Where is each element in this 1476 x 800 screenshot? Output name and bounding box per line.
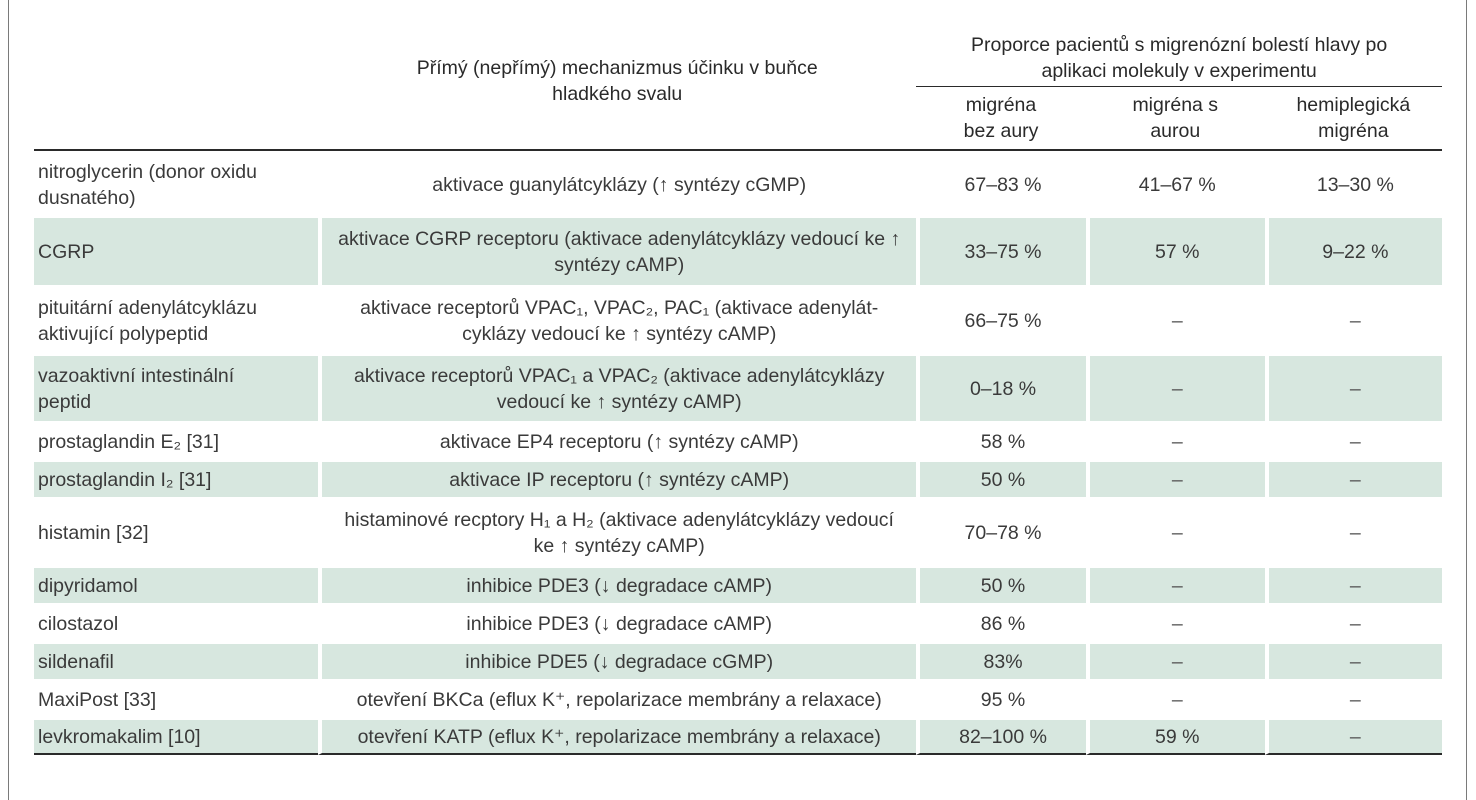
cell-with-aura: – <box>1085 353 1265 421</box>
cell-hemiplegic: – <box>1264 679 1442 717</box>
cell-with-aura: – <box>1085 565 1265 603</box>
table-row: prostaglandin I₂ [31] aktivace IP recept… <box>34 459 1442 497</box>
cell-hemiplegic: – <box>1264 565 1442 603</box>
cell-without-aura: 50 % <box>916 459 1086 497</box>
cell-without-aura: 58 % <box>916 421 1086 459</box>
cell-hemiplegic: – <box>1264 353 1442 421</box>
cell-substance: prostaglandin E₂ [31] <box>34 421 319 459</box>
cell-mechanism: aktivace CGRP receptoru (aktivace adenyl… <box>318 215 917 285</box>
cell-hemiplegic: – <box>1264 603 1442 641</box>
cell-mechanism: aktivace IP receptoru (↑ syntézy cAMP) <box>318 459 917 497</box>
cell-without-aura: 66–75 % <box>916 285 1086 353</box>
table-row: dipyridamol inhibice PDE3 (↓ degradace c… <box>34 565 1442 603</box>
cell-mechanism: aktivace EP4 receptoru (↑ syntézy cAMP) <box>318 421 917 459</box>
cell-hemiplegic: – <box>1264 459 1442 497</box>
cell-substance: sildenafil <box>34 641 319 679</box>
cell-with-aura: – <box>1085 421 1265 459</box>
cell-mechanism: inhibice PDE3 (↓ degradace cAMP) <box>318 565 917 603</box>
cell-with-aura: – <box>1085 679 1265 717</box>
cell-without-aura: 83% <box>916 641 1086 679</box>
cell-mechanism: inhibice PDE5 (↓ degradace cGMP) <box>318 641 917 679</box>
table-row: prostaglandin E₂ [31] aktivace EP4 recep… <box>34 421 1442 459</box>
cell-without-aura: 70–78 % <box>916 497 1086 565</box>
cell-hemiplegic: 13–30 % <box>1264 151 1442 215</box>
table-row: cilostazol inhibice PDE3 (↓ degradace cA… <box>34 603 1442 641</box>
header-mechanism-label: Přímý (nepřímý) mechanizmus účinku v buň… <box>416 56 818 105</box>
cell-hemiplegic: – <box>1264 285 1442 353</box>
cell-without-aura: 82–100 % <box>916 717 1086 755</box>
cell-substance: prostaglandin I₂ [31] <box>34 459 319 497</box>
cell-with-aura: 59 % <box>1085 717 1265 755</box>
cell-mechanism: aktivace guanylátcyklázy (↑ syntézy cGMP… <box>318 151 917 215</box>
cell-mechanism: aktivace receptorů VPAC₁ a VPAC₂ (aktiva… <box>318 353 917 421</box>
cell-without-aura: 95 % <box>916 679 1086 717</box>
cell-without-aura: 0–18 % <box>916 353 1086 421</box>
table-row: pituitární adenylátcyklázu aktivující po… <box>34 285 1442 353</box>
table-frame <box>8 0 1467 800</box>
table-row: vazoaktivní intestinální peptid aktivace… <box>34 353 1442 421</box>
cell-with-aura: – <box>1085 603 1265 641</box>
cell-substance: MaxiPost [33] <box>34 679 319 717</box>
table-row: CGRP aktivace CGRP receptoru (aktivace a… <box>34 215 1442 285</box>
cell-substance: levkromakalim [10] <box>34 717 319 755</box>
cell-without-aura: 86 % <box>916 603 1086 641</box>
cell-without-aura: 33–75 % <box>916 215 1086 285</box>
table-row: levkromakalim [10] otevření KATP (eflux … <box>34 717 1442 755</box>
cell-with-aura: – <box>1085 497 1265 565</box>
header-substance <box>34 22 319 151</box>
header-proportion-label: Proporce pacientů s migrenózní bolestí h… <box>971 34 1388 82</box>
header-mechanism: Přímý (nepřímý) mechanizmus účinku v buň… <box>318 22 917 151</box>
table-row: MaxiPost [33] otevření BKCa (eflux K⁺, r… <box>34 679 1442 717</box>
cell-with-aura: 41–67 % <box>1085 151 1265 215</box>
cell-mechanism: aktivace receptorů VPAC₁, VPAC₂, PAC₁ (a… <box>318 285 917 353</box>
cell-substance: pituitární adenylátcyklázu aktivující po… <box>34 285 319 353</box>
cell-substance: vazoaktivní intestinální peptid <box>34 353 319 421</box>
cell-substance: CGRP <box>34 215 319 285</box>
table-row: nitroglycerin (donor oxidu dusnatého) ak… <box>34 151 1442 215</box>
header-proportion-group: Proporce pacientů s migrenózní bolestí h… <box>916 22 1442 87</box>
cell-with-aura: – <box>1085 459 1265 497</box>
cell-substance: dipyridamol <box>34 565 319 603</box>
header-hemiplegic: hemiplegická migréna <box>1264 87 1442 151</box>
table-row: histamin [32] histaminové recptory H₁ a … <box>34 497 1442 565</box>
cell-mechanism: otevření KATP (eflux K⁺, repolarizace me… <box>318 717 917 755</box>
header-without-aura: migréna bez aury <box>916 87 1086 151</box>
header-with-aura: migréna s aurou <box>1085 87 1265 151</box>
cell-with-aura: – <box>1085 641 1265 679</box>
cell-mechanism: histaminové recptory H₁ a H₂ (aktivace a… <box>318 497 917 565</box>
cell-hemiplegic: – <box>1264 641 1442 679</box>
cell-substance: cilostazol <box>34 603 319 641</box>
cell-substance: nitroglycerin (donor oxidu dusnatého) <box>34 151 319 215</box>
cell-with-aura: – <box>1085 285 1265 353</box>
cell-with-aura: 57 % <box>1085 215 1265 285</box>
cell-mechanism: otevření BKCa (eflux K⁺, repolarizace me… <box>318 679 917 717</box>
cell-without-aura: 67–83 % <box>916 151 1086 215</box>
table-row: sildenafil inhibice PDE5 (↓ degradace cG… <box>34 641 1442 679</box>
cell-substance: histamin [32] <box>34 497 319 565</box>
cell-hemiplegic: – <box>1264 421 1442 459</box>
cell-without-aura: 50 % <box>916 565 1086 603</box>
cell-hemiplegic: – <box>1264 497 1442 565</box>
cell-hemiplegic: 9–22 % <box>1264 215 1442 285</box>
cell-hemiplegic: – <box>1264 717 1442 755</box>
migraine-provocation-table: Přímý (nepřímý) mechanizmus účinku v buň… <box>34 22 1442 755</box>
cell-mechanism: inhibice PDE3 (↓ degradace cAMP) <box>318 603 917 641</box>
